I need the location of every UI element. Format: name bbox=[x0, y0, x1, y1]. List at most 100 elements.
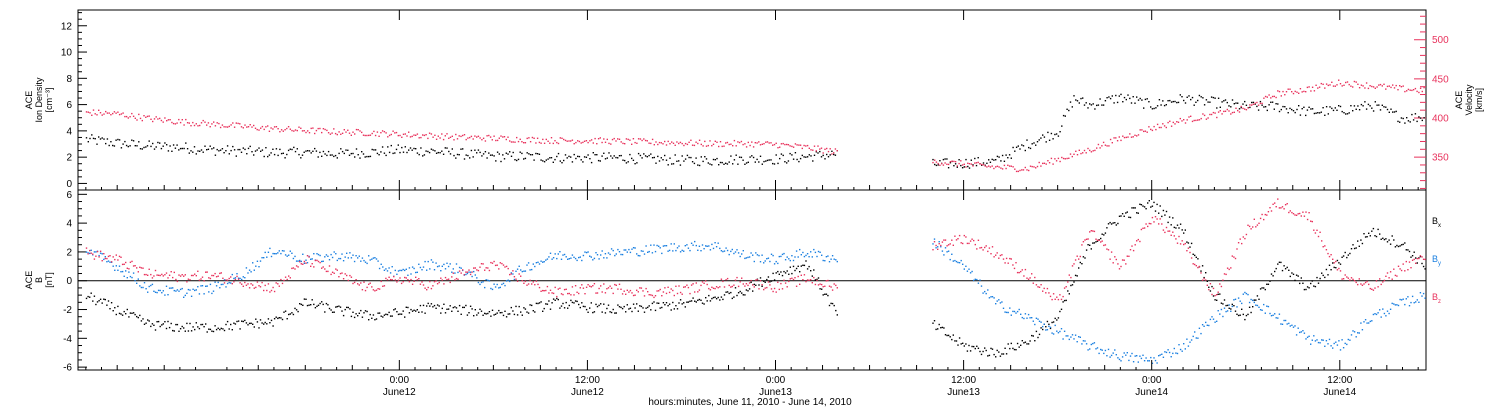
velocity-point bbox=[458, 135, 460, 137]
bz-point bbox=[419, 283, 422, 285]
bottom-left-tick-label: 4 bbox=[66, 219, 72, 230]
density-point bbox=[564, 154, 567, 156]
density-point bbox=[1132, 96, 1134, 98]
density-point bbox=[213, 147, 215, 149]
bz-point bbox=[678, 285, 680, 287]
density-point bbox=[660, 157, 662, 159]
bz-point bbox=[353, 281, 356, 284]
bz-point bbox=[1168, 230, 1171, 232]
density-point bbox=[413, 147, 415, 150]
bx-point bbox=[1255, 299, 1257, 301]
by-point bbox=[458, 266, 461, 269]
by-point bbox=[419, 266, 422, 269]
velocity-point bbox=[331, 132, 333, 134]
by-point bbox=[361, 257, 364, 259]
bz-point bbox=[643, 295, 646, 297]
bz-point bbox=[1073, 263, 1075, 265]
by-point bbox=[1272, 314, 1274, 316]
velocity-point bbox=[214, 125, 217, 127]
bx-point bbox=[468, 312, 470, 314]
by-point bbox=[773, 263, 776, 265]
density-point bbox=[657, 155, 659, 158]
by-point bbox=[496, 283, 498, 286]
velocity-point bbox=[226, 126, 229, 128]
by-point bbox=[1289, 325, 1291, 327]
by-point bbox=[1305, 338, 1307, 340]
density-point bbox=[1014, 150, 1016, 152]
bx-point bbox=[477, 312, 480, 314]
density-point bbox=[1261, 104, 1263, 106]
bottom-panel-frame bbox=[77, 189, 1427, 371]
velocity-point bbox=[183, 124, 185, 126]
by-point bbox=[1313, 335, 1315, 337]
bx-point bbox=[1059, 310, 1061, 313]
bx-point bbox=[1167, 221, 1169, 224]
density-point bbox=[1282, 105, 1284, 108]
bz-point bbox=[1342, 278, 1345, 280]
density-point bbox=[968, 167, 971, 169]
bz-point bbox=[1214, 294, 1216, 297]
bz-point bbox=[1128, 255, 1130, 257]
by-point bbox=[731, 248, 733, 251]
bz-point bbox=[484, 269, 486, 271]
by-point bbox=[1168, 351, 1171, 354]
bx-point bbox=[139, 314, 141, 317]
bz-point bbox=[369, 282, 371, 284]
density-point bbox=[606, 157, 608, 159]
bz-point bbox=[756, 279, 759, 281]
bx-point bbox=[1289, 275, 1291, 278]
velocity-point bbox=[145, 116, 147, 118]
bz-point bbox=[250, 283, 252, 285]
density-point bbox=[221, 148, 224, 150]
by-point bbox=[954, 259, 956, 262]
density-point bbox=[1400, 117, 1403, 119]
bx-point bbox=[603, 303, 605, 305]
by-point bbox=[247, 272, 249, 274]
density-point bbox=[462, 148, 464, 150]
bx-point bbox=[510, 306, 512, 309]
by-point bbox=[941, 250, 944, 252]
by-point bbox=[1385, 315, 1387, 317]
bx-point bbox=[802, 264, 804, 266]
bz-point bbox=[140, 267, 143, 269]
bz-point bbox=[231, 283, 233, 285]
velocity-point bbox=[514, 141, 516, 143]
bz-point bbox=[1336, 269, 1339, 271]
bz-point bbox=[237, 278, 240, 280]
by-point bbox=[299, 259, 301, 262]
by-point bbox=[1194, 331, 1196, 333]
bx-point bbox=[1275, 267, 1277, 270]
velocity-point bbox=[1311, 86, 1314, 88]
by-point bbox=[325, 254, 328, 256]
density-point bbox=[1223, 100, 1225, 102]
bz-point bbox=[430, 287, 433, 290]
bz-point bbox=[542, 289, 544, 292]
bz-point bbox=[87, 253, 89, 255]
density-point bbox=[833, 153, 835, 156]
bx-point bbox=[145, 322, 147, 324]
bz-point bbox=[400, 282, 403, 285]
by-point bbox=[999, 302, 1002, 304]
by-point bbox=[1386, 310, 1389, 312]
velocity-point bbox=[958, 162, 960, 165]
bz-point bbox=[623, 290, 625, 292]
bx-point bbox=[632, 303, 635, 305]
bz-point bbox=[477, 269, 480, 272]
bx-point bbox=[1248, 306, 1251, 308]
density-point bbox=[610, 155, 612, 157]
bz-point bbox=[1054, 298, 1056, 300]
velocity-point bbox=[1244, 108, 1246, 110]
by-point bbox=[291, 252, 293, 254]
velocity-point bbox=[1280, 95, 1282, 97]
by-point bbox=[292, 257, 295, 260]
bz-point bbox=[1344, 274, 1346, 276]
by-point bbox=[256, 260, 259, 262]
bz-point bbox=[114, 258, 116, 261]
bx-point bbox=[491, 309, 494, 311]
velocity-point bbox=[597, 138, 600, 140]
velocity-point bbox=[113, 111, 116, 113]
density-point bbox=[1001, 154, 1004, 157]
bz-point bbox=[568, 292, 570, 295]
bx-point bbox=[607, 304, 610, 306]
by-point bbox=[593, 257, 596, 260]
